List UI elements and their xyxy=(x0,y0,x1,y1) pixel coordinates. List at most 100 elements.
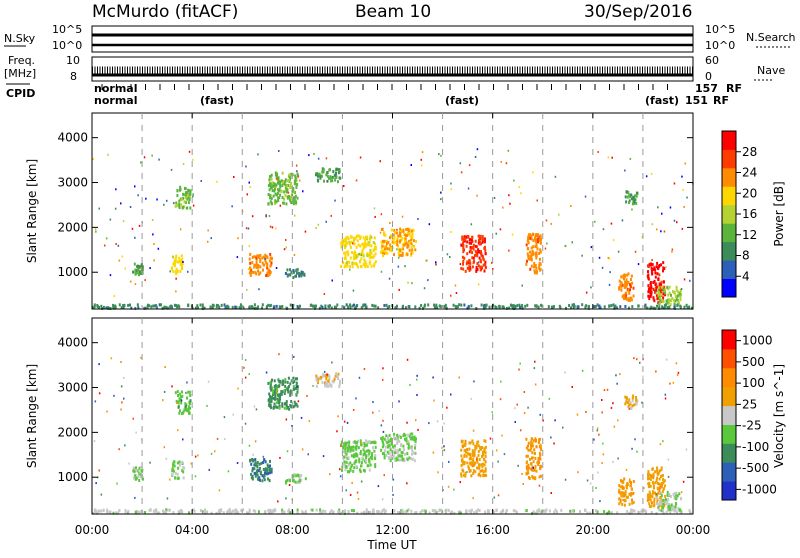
power-cell xyxy=(323,179,325,183)
power-cell xyxy=(657,286,660,290)
velocity-cell xyxy=(256,461,259,465)
velocity-cell xyxy=(188,411,190,415)
velocity-cell xyxy=(538,437,541,441)
power-scatter-cell xyxy=(410,164,412,166)
velocity-cell xyxy=(537,463,540,466)
velocity-cell xyxy=(255,463,258,467)
power-cell xyxy=(647,265,650,268)
power-cell xyxy=(92,305,95,309)
power-cell xyxy=(662,288,665,292)
velocity-cell xyxy=(525,509,528,513)
cpid-right-3: 151 xyxy=(685,94,708,107)
velocity-cell xyxy=(281,390,284,394)
power-cell xyxy=(367,241,370,245)
power-cell xyxy=(530,256,533,260)
velocity-cbar-swatches xyxy=(722,330,736,501)
power-cell xyxy=(277,196,280,200)
power-scatter-cell xyxy=(637,263,640,266)
power-cell xyxy=(105,306,108,310)
velocity-cell xyxy=(353,466,356,470)
power-scatter-cell xyxy=(352,289,355,292)
power-cell xyxy=(136,303,139,307)
power-cell xyxy=(632,286,635,290)
power-cell xyxy=(353,252,356,255)
power-cell xyxy=(625,284,628,288)
power-cell xyxy=(368,256,371,260)
power-scatter-cell xyxy=(641,235,643,238)
power-cell xyxy=(112,305,115,309)
velocity-cell xyxy=(218,508,221,512)
power-cell xyxy=(480,252,483,256)
power-cell xyxy=(175,267,178,271)
velocity-cell xyxy=(174,476,177,480)
velocity-cell xyxy=(258,462,261,466)
power-cell xyxy=(179,185,182,189)
velocity-cell xyxy=(338,508,341,512)
velocity-cell xyxy=(380,437,383,441)
velocity-cell xyxy=(650,494,653,498)
velocity-cell xyxy=(538,445,541,449)
velocity-scatter-cell xyxy=(308,420,311,423)
power-cell xyxy=(185,206,188,210)
velocity-cell xyxy=(276,405,279,409)
power-cell xyxy=(627,191,630,194)
velocity-scatter-cell xyxy=(382,378,384,381)
power-cell xyxy=(650,269,653,273)
velocity-cell xyxy=(469,453,472,457)
velocity-cell xyxy=(536,461,539,464)
velocity-cell xyxy=(172,469,175,473)
power-cbar-tick-label: 4 xyxy=(742,269,750,283)
velocity-cell xyxy=(327,373,330,377)
velocity-cell xyxy=(622,494,625,498)
power-cell xyxy=(178,256,181,260)
velocity-cell xyxy=(480,463,483,467)
velocity-cell xyxy=(343,455,346,459)
velocity-cell xyxy=(461,440,463,444)
power-scatter-cell xyxy=(511,233,514,236)
velocity-cell xyxy=(270,470,273,474)
power-cell xyxy=(261,256,264,260)
power-scatter-cell xyxy=(98,207,100,210)
power-cell xyxy=(618,286,621,290)
velocity-cell xyxy=(325,374,328,378)
power-scatter-cell xyxy=(137,194,139,197)
velocity-cell xyxy=(413,435,416,439)
power-cell xyxy=(199,303,202,307)
velocity-cell xyxy=(395,437,398,441)
velocity-cell xyxy=(548,509,551,513)
power-cell xyxy=(530,264,533,268)
velocity-scatter-cell xyxy=(337,415,339,418)
velocity-cell xyxy=(472,460,475,464)
velocity-cell xyxy=(525,437,528,441)
velocity-scatter-cell xyxy=(100,493,103,496)
velocity-cell xyxy=(276,388,279,392)
nave-label: Nave xyxy=(757,64,785,77)
velocity-scatter-cell xyxy=(406,482,408,485)
power-cell xyxy=(393,241,396,245)
velocity-cell xyxy=(470,508,473,512)
power-cbar-tick-label: 28 xyxy=(742,145,757,159)
velocity-cbar-tick-label: -25 xyxy=(742,419,762,433)
power-cell xyxy=(659,292,662,296)
velocity-cell xyxy=(248,509,251,513)
velocity-cell xyxy=(295,474,297,478)
velocity-cell xyxy=(618,484,621,487)
velocity-cell xyxy=(179,395,182,399)
velocity-cell xyxy=(188,390,191,394)
velocity-scatter-cell xyxy=(586,479,589,482)
velocity-cell xyxy=(662,504,665,508)
power-cell xyxy=(651,263,654,267)
power-scatter-cell xyxy=(612,239,615,242)
velocity-cell xyxy=(256,465,259,468)
velocity-scatter-cell xyxy=(595,487,597,489)
velocity-scatter-cell xyxy=(443,449,446,452)
power-cell xyxy=(411,231,414,235)
velocity-cell xyxy=(363,441,366,445)
power-cell xyxy=(174,270,177,274)
velocity-cell xyxy=(352,440,355,444)
power-cell xyxy=(456,305,459,309)
velocity-cell xyxy=(134,477,137,481)
power-scatter-cell xyxy=(450,182,452,185)
velocity-cell xyxy=(483,439,486,443)
velocity-cell xyxy=(261,474,264,478)
